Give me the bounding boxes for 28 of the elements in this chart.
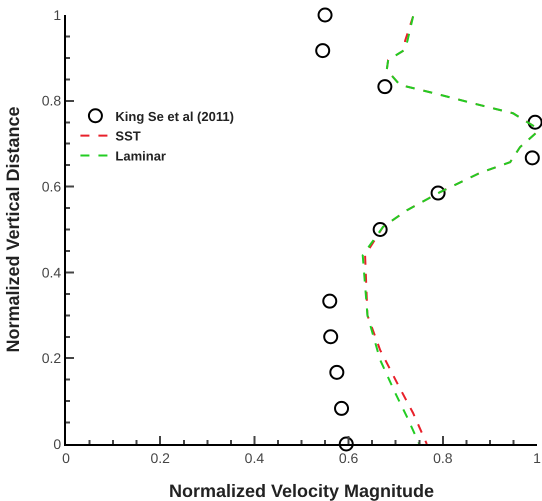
x-axis-title: Normalized Velocity Magnitude: [168, 481, 434, 501]
x-tick-label: 1: [533, 450, 542, 466]
y-tick-label: 1: [53, 6, 62, 23]
point: [372, 222, 388, 237]
y-tick-label: 0.2: [42, 350, 62, 366]
point: [430, 186, 446, 201]
point: [528, 114, 542, 130]
legend-label: Laminar: [115, 148, 166, 164]
x-tick-label: 0.8: [433, 450, 453, 466]
y-tick-label: 0.8: [42, 92, 62, 109]
y-tick-label: 0.6: [42, 178, 62, 194]
y-axis-title: Normalized Vertical Distance: [3, 106, 23, 353]
legend-label: King Se et al (2011): [115, 108, 234, 124]
x-tick-label: 0.4: [244, 450, 264, 466]
legend-label: SST: [115, 128, 141, 144]
point: [315, 43, 330, 58]
point: [329, 364, 344, 380]
x-tick-label: 0.2: [150, 450, 170, 466]
point: [377, 79, 392, 94]
point: [322, 294, 338, 309]
point: [338, 436, 354, 452]
y-tick-label: 0.4: [42, 264, 62, 280]
y-tick-label: 0: [53, 436, 62, 452]
point: [334, 400, 350, 416]
point: [524, 150, 540, 166]
point: [323, 329, 338, 344]
point: [318, 8, 333, 22]
x-tick-label: 0.6: [338, 450, 359, 466]
